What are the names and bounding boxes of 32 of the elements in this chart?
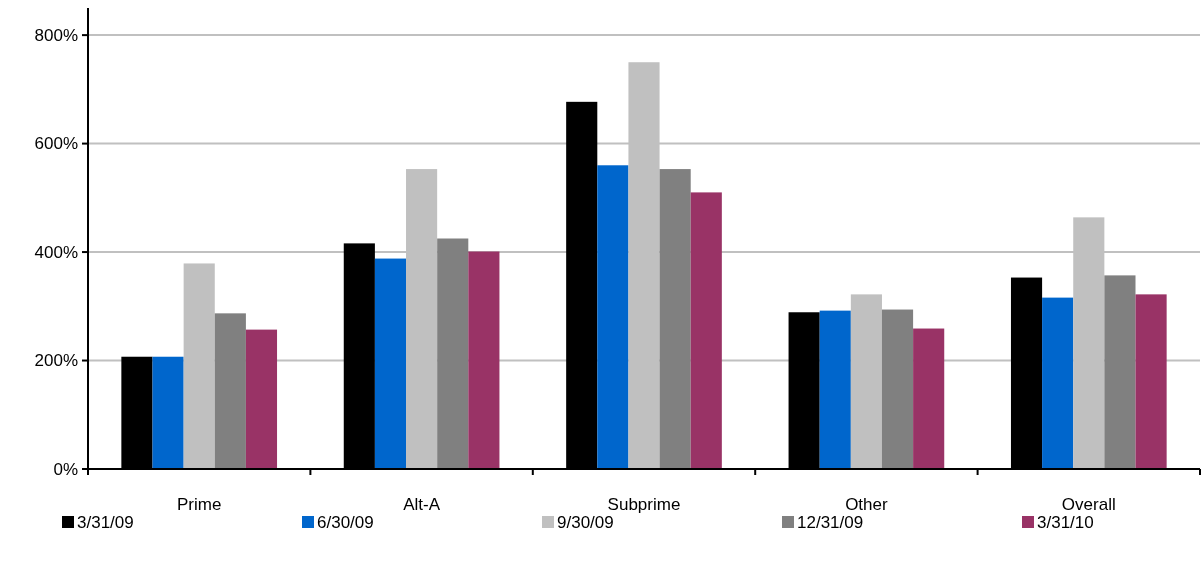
bar — [690, 192, 722, 469]
legend-label: 12/31/09 — [797, 512, 864, 532]
bar — [597, 165, 629, 469]
bar — [1135, 294, 1167, 469]
x-tick-label: Other — [845, 494, 888, 514]
legend-label: 9/30/09 — [557, 512, 614, 532]
bar — [819, 310, 851, 469]
bar — [850, 294, 882, 469]
y-tick-label: 0% — [53, 459, 78, 479]
bar — [881, 309, 914, 469]
legend-label: 3/31/09 — [77, 512, 134, 532]
bar — [437, 238, 469, 469]
y-tick-label: 200% — [34, 351, 78, 371]
bar — [245, 329, 278, 469]
legend-label: 6/30/09 — [317, 512, 374, 532]
bar — [1104, 275, 1136, 469]
x-tick-label: Prime — [177, 494, 222, 514]
bar — [374, 258, 407, 469]
y-tick-label: 400% — [34, 242, 78, 262]
bar — [913, 328, 945, 469]
bar — [468, 251, 500, 469]
y-tick-label: 600% — [34, 134, 78, 154]
bar — [659, 169, 691, 469]
y-tick-label: 800% — [34, 25, 78, 45]
bar — [152, 356, 184, 469]
bar — [214, 313, 246, 469]
x-tick-label: Subprime — [607, 494, 681, 514]
x-tick-label: Alt-A — [403, 494, 441, 514]
bar — [1042, 297, 1074, 469]
legend-label: 3/31/10 — [1037, 512, 1094, 532]
x-tick-label: Overall — [1061, 494, 1116, 514]
bar — [183, 263, 215, 469]
